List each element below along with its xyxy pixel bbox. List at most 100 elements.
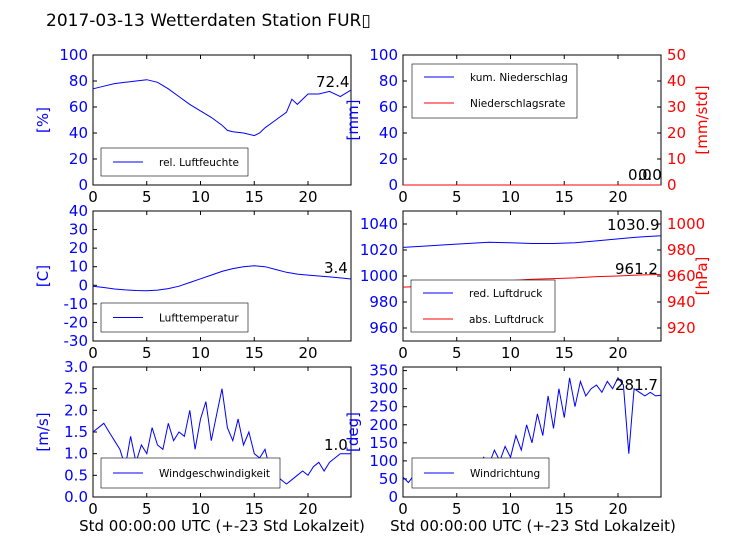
x-tick-label: 20	[608, 500, 627, 518]
x-tick-label: 5	[452, 344, 462, 362]
series-line-temperature	[92, 265, 352, 292]
x-axis-label-right: Std 00:00:00 UTC (+-23 Std Lokalzeit)	[390, 517, 676, 535]
y2-tick-label: 920	[667, 319, 696, 337]
y-tick-label: 0	[78, 276, 88, 294]
x-tick-label: 0	[88, 188, 98, 206]
legend-label: abs. Luftdruck	[469, 314, 545, 326]
x-tick-label: 0	[398, 344, 408, 362]
y-axis-label: [%]	[34, 107, 52, 133]
x-tick-label: 5	[142, 500, 152, 518]
y-tick-label: 1040	[360, 215, 398, 233]
legend-box	[411, 63, 578, 119]
x-tick-label: 5	[452, 500, 462, 518]
figure-title: 2017-03-13 Wetterdaten Station FUR▯	[46, 11, 371, 31]
y-tick-label: 3.0	[64, 358, 88, 376]
y-tick-label: 0.5	[64, 466, 88, 484]
y-tick-label: 40	[69, 124, 88, 142]
y2-tick-label: 40	[667, 72, 686, 90]
y-tick-label: 10	[69, 258, 88, 276]
y-tick-label: 0	[388, 176, 398, 194]
legend-label: red. Luftdruck	[469, 288, 543, 300]
x-tick-label: 15	[555, 188, 574, 206]
series-line-pressure	[402, 235, 662, 248]
last-value-label-2: 0.0	[638, 166, 662, 184]
x-axis-label-left: Std 00:00:00 UTC (+-23 Std Lokalzeit)	[79, 517, 365, 535]
y-tick-label: 1.5	[64, 423, 88, 441]
x-tick-label: 10	[191, 188, 210, 206]
y-axis-label: [C]	[34, 265, 52, 287]
y2-tick-label: 0	[667, 176, 677, 194]
y-tick-label: 250	[369, 398, 398, 416]
y-tick-label: 40	[379, 124, 398, 142]
x-tick-label: 20	[298, 188, 317, 206]
x-tick-label: 15	[245, 500, 264, 518]
y2-tick-label: 960	[667, 267, 696, 285]
last-value-label: 0.0	[628, 166, 652, 184]
y-tick-label: 1000	[360, 267, 398, 285]
y-tick-label: 200	[369, 416, 398, 434]
x-tick-label: 15	[245, 344, 264, 362]
y2-tick-label: 30	[667, 98, 686, 116]
y2-tick-label: 1000	[667, 215, 705, 233]
last-value-label: 72.4	[316, 73, 349, 91]
panel-temperature: 0 5 10 15 20-30-20-10010203040[C]Lufttempera…	[34, 202, 352, 362]
legend-box	[410, 279, 556, 333]
y-axis-label: [mm]	[344, 100, 362, 141]
y-tick-label: 0	[78, 176, 88, 194]
last-value-label: 281.7	[615, 376, 658, 394]
y2-tick-label: 20	[667, 124, 686, 142]
x-tick-label: 15	[245, 188, 264, 206]
y-tick-label: 300	[369, 380, 398, 398]
y-axis-label: [deg]	[344, 412, 362, 452]
y-tick-label: 2.5	[64, 380, 88, 398]
x-tick-label: 10	[501, 188, 520, 206]
x-tick-label: 15	[555, 344, 574, 362]
x-tick-label: 20	[608, 188, 627, 206]
y-tick-label: 60	[69, 98, 88, 116]
last-value-label: 3.4	[324, 259, 348, 277]
y-axis-label: [m/s]	[34, 412, 52, 451]
y-tick-label: 40	[69, 202, 88, 220]
x-tick-label: 10	[501, 344, 520, 362]
x-tick-label: 10	[191, 500, 210, 518]
y-tick-label: 50	[379, 470, 398, 488]
y-tick-label: 80	[379, 72, 398, 90]
y2-tick-label: 10	[667, 150, 686, 168]
y-tick-label: 20	[379, 150, 398, 168]
y-tick-label: 1020	[360, 241, 398, 259]
legend-label: Lufttemperatur	[159, 313, 239, 325]
x-tick-label: 10	[501, 500, 520, 518]
y-tick-label: -20	[64, 313, 89, 331]
x-tick-label: 10	[191, 344, 210, 362]
y2-tick-label: 940	[667, 293, 696, 311]
legend-label: Windrichtung	[470, 468, 540, 480]
x-tick-label: 5	[142, 188, 152, 206]
x-tick-label: 0	[88, 500, 98, 518]
last-value-label: 1.0	[324, 436, 348, 454]
panel-precipitation: 0 5 10 15 20 0 20 40 60 80 100 [mm] 0 10 20 30 40 50 [mm/s…	[344, 46, 711, 206]
x-tick-label: 20	[298, 500, 317, 518]
x-tick-label: 0	[398, 500, 408, 518]
y-tick-label: 1.0	[64, 445, 88, 463]
y-tick-label: 60	[379, 98, 398, 116]
x-tick-label: 5	[142, 344, 152, 362]
panel-windspeed: 0 5 10 15 20 0.0 0.5 1.0 1.5 2.0 2.5 3.0 [m/s] Windge…	[34, 358, 352, 518]
y-tick-label: 350	[369, 362, 398, 380]
panel-winddirection: 0 5 10 15 20050100150200250300350[deg]Windri…	[344, 362, 662, 518]
legend-label: kum. Niederschlag	[470, 72, 568, 84]
legend-label: Windgeschwindigkeit	[159, 468, 270, 480]
x-tick-label: 15	[555, 500, 574, 518]
y-tick-label: 80	[69, 72, 88, 90]
y2-tick-label: 50	[667, 46, 686, 64]
y-tick-label: 100	[369, 452, 398, 470]
y2-axis-label: [hPa]	[693, 257, 711, 296]
x-tick-label: 5	[452, 188, 462, 206]
y-tick-label: 20	[69, 239, 88, 257]
y-tick-label: -30	[64, 332, 89, 350]
panel-humidity: 0 5 10 15 20 0 20 40 60 80 100 [%] rel. Luftfeuchte 7…	[34, 46, 352, 206]
y-tick-label: 0	[388, 488, 398, 506]
y-tick-label: 150	[369, 434, 398, 452]
last-value-label-2: 961.2	[615, 260, 658, 278]
y-tick-label: 100	[59, 46, 88, 64]
